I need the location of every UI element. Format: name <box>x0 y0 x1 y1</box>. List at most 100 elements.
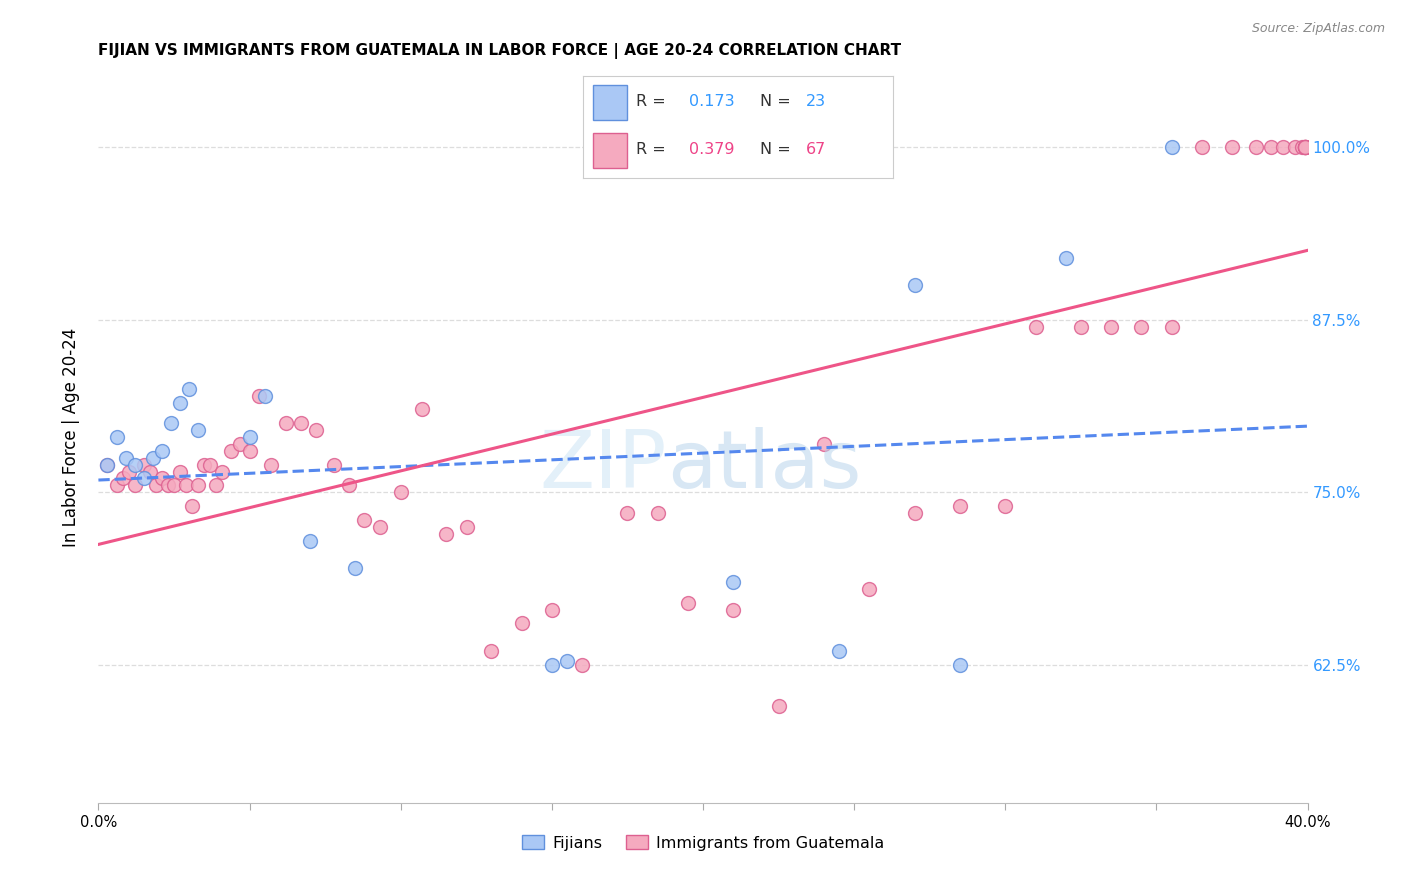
Point <box>768 699 790 714</box>
Point <box>456 520 478 534</box>
Point <box>481 644 503 658</box>
Point <box>1294 140 1316 154</box>
Text: 23: 23 <box>806 95 827 110</box>
Point <box>813 437 835 451</box>
Point <box>105 430 128 444</box>
Point <box>305 423 328 437</box>
Point <box>96 458 118 472</box>
Point <box>145 478 167 492</box>
Point <box>114 450 136 465</box>
Point <box>434 526 457 541</box>
Point <box>571 657 593 672</box>
Point <box>179 382 201 396</box>
Point <box>150 443 173 458</box>
Point <box>1291 140 1313 154</box>
Point <box>229 437 252 451</box>
Point <box>904 278 927 293</box>
Point <box>1294 140 1316 154</box>
Point <box>193 458 215 472</box>
Point <box>239 443 262 458</box>
FancyBboxPatch shape <box>593 85 627 120</box>
Point <box>949 657 972 672</box>
Point <box>1220 140 1243 154</box>
Point <box>676 596 699 610</box>
Point <box>1070 319 1092 334</box>
Text: R =: R = <box>636 142 671 157</box>
Point <box>290 417 312 431</box>
Point <box>389 485 412 500</box>
Point <box>124 478 146 492</box>
Point <box>1284 140 1306 154</box>
Text: N =: N = <box>759 142 796 157</box>
Point <box>174 478 197 492</box>
Point <box>181 499 204 513</box>
Point <box>1244 140 1267 154</box>
Point <box>239 430 262 444</box>
Point <box>368 520 391 534</box>
Point <box>1294 140 1316 154</box>
Point <box>723 574 745 589</box>
Point <box>1130 319 1153 334</box>
Point <box>156 478 179 492</box>
Point <box>647 506 669 520</box>
Point <box>1160 140 1182 154</box>
Point <box>169 395 191 409</box>
Point <box>150 471 173 485</box>
Point <box>187 423 209 437</box>
Point <box>337 478 360 492</box>
Point <box>540 602 562 616</box>
Point <box>411 402 433 417</box>
Point <box>344 561 367 575</box>
Point <box>323 458 346 472</box>
Point <box>124 458 146 472</box>
Point <box>1260 140 1282 154</box>
Point <box>169 465 191 479</box>
Legend: Fijians, Immigrants from Guatemala: Fijians, Immigrants from Guatemala <box>515 829 891 857</box>
Text: atlas: atlas <box>666 427 860 506</box>
Point <box>616 506 638 520</box>
Point <box>1294 140 1316 154</box>
Point <box>247 389 270 403</box>
Point <box>828 644 851 658</box>
Point <box>1099 319 1122 334</box>
Point <box>163 478 186 492</box>
Y-axis label: In Labor Force | Age 20-24: In Labor Force | Age 20-24 <box>62 327 80 547</box>
Point <box>142 450 165 465</box>
Text: R =: R = <box>636 95 671 110</box>
Point <box>1294 140 1316 154</box>
Point <box>274 417 297 431</box>
Point <box>1294 140 1316 154</box>
Text: N =: N = <box>759 95 796 110</box>
Point <box>540 657 562 672</box>
Point <box>1024 319 1046 334</box>
Point <box>299 533 322 548</box>
Point <box>723 602 745 616</box>
Point <box>187 478 209 492</box>
Text: FIJIAN VS IMMIGRANTS FROM GUATEMALA IN LABOR FORCE | AGE 20-24 CORRELATION CHART: FIJIAN VS IMMIGRANTS FROM GUATEMALA IN L… <box>98 43 901 59</box>
Point <box>96 458 118 472</box>
Text: Source: ZipAtlas.com: Source: ZipAtlas.com <box>1251 22 1385 36</box>
Point <box>139 465 162 479</box>
Point <box>260 458 283 472</box>
Point <box>1054 251 1077 265</box>
Point <box>858 582 880 596</box>
Text: 67: 67 <box>806 142 827 157</box>
Point <box>200 458 222 472</box>
Text: ZIP: ZIP <box>540 427 666 506</box>
Point <box>105 478 128 492</box>
Point <box>555 654 578 668</box>
Point <box>904 506 927 520</box>
Point <box>221 443 243 458</box>
Point <box>205 478 228 492</box>
Point <box>211 465 233 479</box>
Point <box>1160 319 1182 334</box>
Point <box>353 513 375 527</box>
Point <box>160 417 183 431</box>
FancyBboxPatch shape <box>593 133 627 168</box>
Point <box>132 471 155 485</box>
Point <box>111 471 134 485</box>
Point <box>510 616 533 631</box>
Text: 0.379: 0.379 <box>689 142 734 157</box>
Point <box>1272 140 1295 154</box>
Point <box>118 465 141 479</box>
